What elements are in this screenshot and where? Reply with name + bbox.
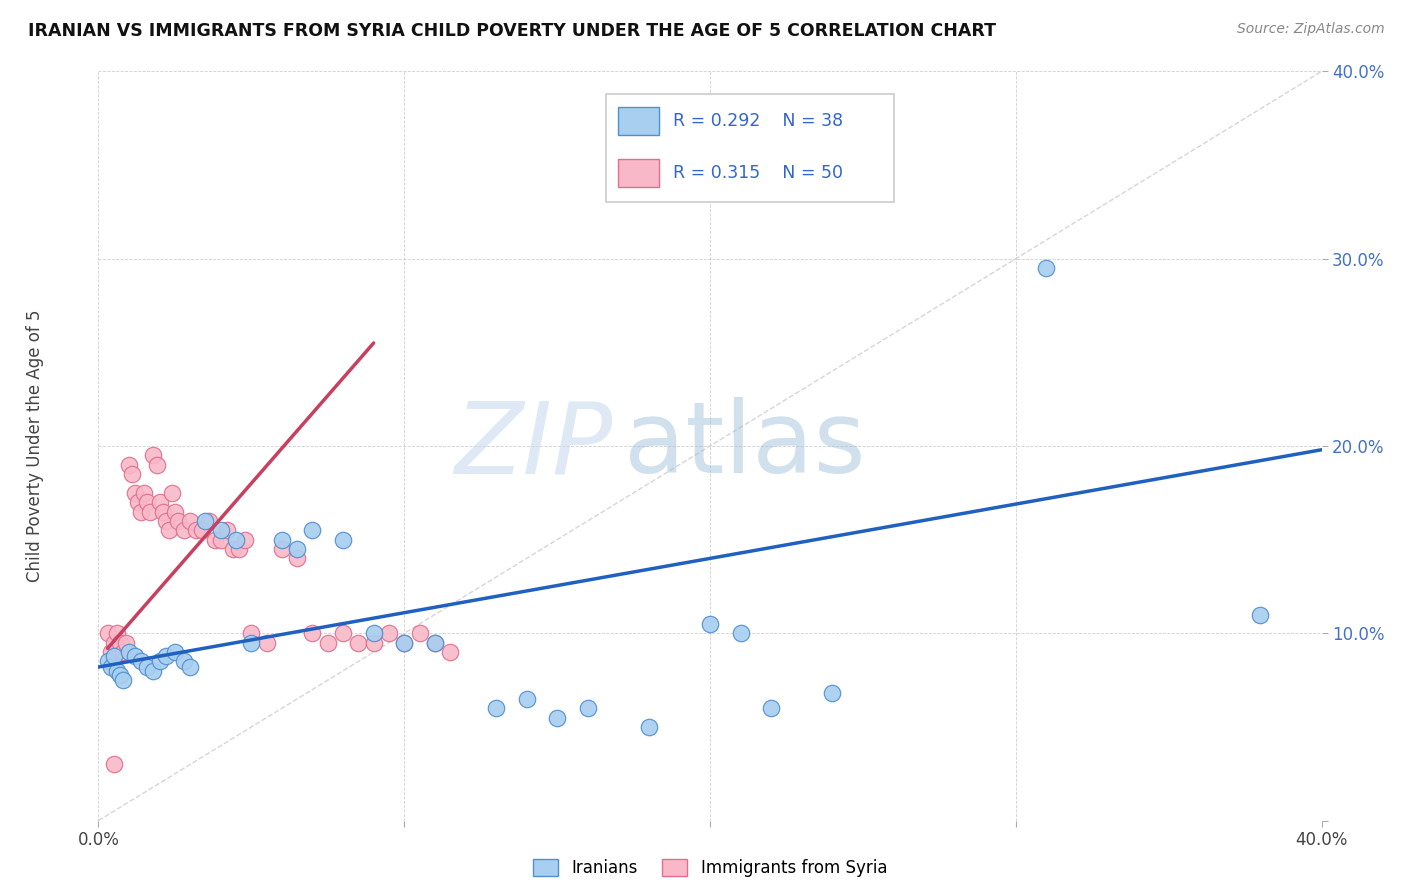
Point	[759, 701, 782, 715]
Point	[105, 664, 128, 678]
Legend: Iranians, Immigrants from Syria: Iranians, Immigrants from Syria	[526, 852, 894, 883]
Point	[332, 533, 354, 547]
Point	[179, 514, 201, 528]
Point	[173, 655, 195, 669]
Point	[118, 645, 141, 659]
Point	[167, 514, 190, 528]
Point	[423, 635, 446, 649]
Point	[222, 541, 245, 557]
Point	[233, 533, 256, 547]
Point	[179, 660, 201, 674]
Point	[423, 635, 446, 649]
Text: Source: ZipAtlas.com: Source: ZipAtlas.com	[1237, 22, 1385, 37]
Point	[821, 686, 844, 700]
Point	[191, 523, 214, 537]
Point	[240, 626, 263, 640]
Point	[186, 523, 208, 537]
Point	[111, 673, 134, 688]
Point	[1035, 261, 1057, 276]
Point	[124, 485, 146, 500]
Point	[160, 485, 183, 500]
Point	[637, 720, 661, 734]
Point	[149, 495, 172, 509]
Point	[136, 660, 159, 674]
Point	[129, 655, 152, 669]
Point	[301, 523, 323, 537]
Point	[256, 635, 278, 649]
Point	[439, 645, 461, 659]
Point	[240, 635, 263, 649]
Point	[97, 626, 120, 640]
FancyBboxPatch shape	[619, 106, 658, 135]
FancyBboxPatch shape	[619, 159, 658, 187]
Point	[347, 635, 370, 649]
Point	[485, 701, 508, 715]
Point	[301, 626, 323, 640]
Point	[194, 514, 217, 528]
Point	[392, 635, 416, 649]
FancyBboxPatch shape	[606, 94, 893, 202]
Point	[228, 541, 250, 557]
Point	[225, 533, 247, 547]
Point	[204, 533, 226, 547]
Point	[127, 495, 149, 509]
Point	[392, 635, 416, 649]
Point	[108, 667, 131, 681]
Point	[103, 635, 125, 649]
Point	[163, 645, 186, 659]
Point	[136, 495, 159, 509]
Point	[142, 664, 165, 678]
Point	[378, 626, 401, 640]
Text: atlas: atlas	[624, 398, 866, 494]
Point	[134, 485, 156, 500]
Point	[97, 655, 120, 669]
Point	[699, 617, 721, 632]
Point	[332, 626, 354, 640]
Point	[152, 505, 174, 519]
Text: IRANIAN VS IMMIGRANTS FROM SYRIA CHILD POVERTY UNDER THE AGE OF 5 CORRELATION CH: IRANIAN VS IMMIGRANTS FROM SYRIA CHILD P…	[28, 22, 995, 40]
Point	[209, 533, 232, 547]
Point	[118, 458, 141, 472]
Point	[285, 551, 308, 566]
Point	[100, 660, 122, 674]
Text: R = 0.315    N = 50: R = 0.315 N = 50	[673, 164, 844, 182]
Point	[730, 626, 752, 640]
Point	[197, 514, 219, 528]
Point	[103, 757, 125, 772]
Point	[270, 533, 292, 547]
Text: R = 0.292    N = 38: R = 0.292 N = 38	[673, 112, 844, 130]
Point	[100, 645, 122, 659]
Point	[163, 505, 186, 519]
Point	[363, 635, 385, 649]
Point	[209, 523, 232, 537]
Point	[270, 541, 292, 557]
Point	[103, 648, 125, 663]
Point	[129, 505, 152, 519]
Point	[149, 655, 172, 669]
Point	[215, 523, 238, 537]
Text: ZIP: ZIP	[454, 398, 612, 494]
Point	[145, 458, 167, 472]
Point	[1249, 607, 1271, 622]
Point	[105, 626, 128, 640]
Point	[285, 541, 308, 557]
Point	[124, 648, 146, 663]
Point	[546, 710, 568, 724]
Point	[155, 514, 177, 528]
Point	[316, 635, 339, 649]
Text: Child Poverty Under the Age of 5: Child Poverty Under the Age of 5	[27, 310, 44, 582]
Point	[157, 523, 180, 537]
Point	[576, 701, 599, 715]
Point	[155, 648, 177, 663]
Point	[363, 626, 385, 640]
Point	[408, 626, 430, 640]
Point	[111, 645, 134, 659]
Point	[142, 448, 165, 462]
Point	[516, 692, 538, 706]
Point	[139, 505, 162, 519]
Point	[115, 635, 138, 649]
Point	[108, 635, 131, 649]
Point	[173, 523, 195, 537]
Point	[121, 467, 143, 482]
